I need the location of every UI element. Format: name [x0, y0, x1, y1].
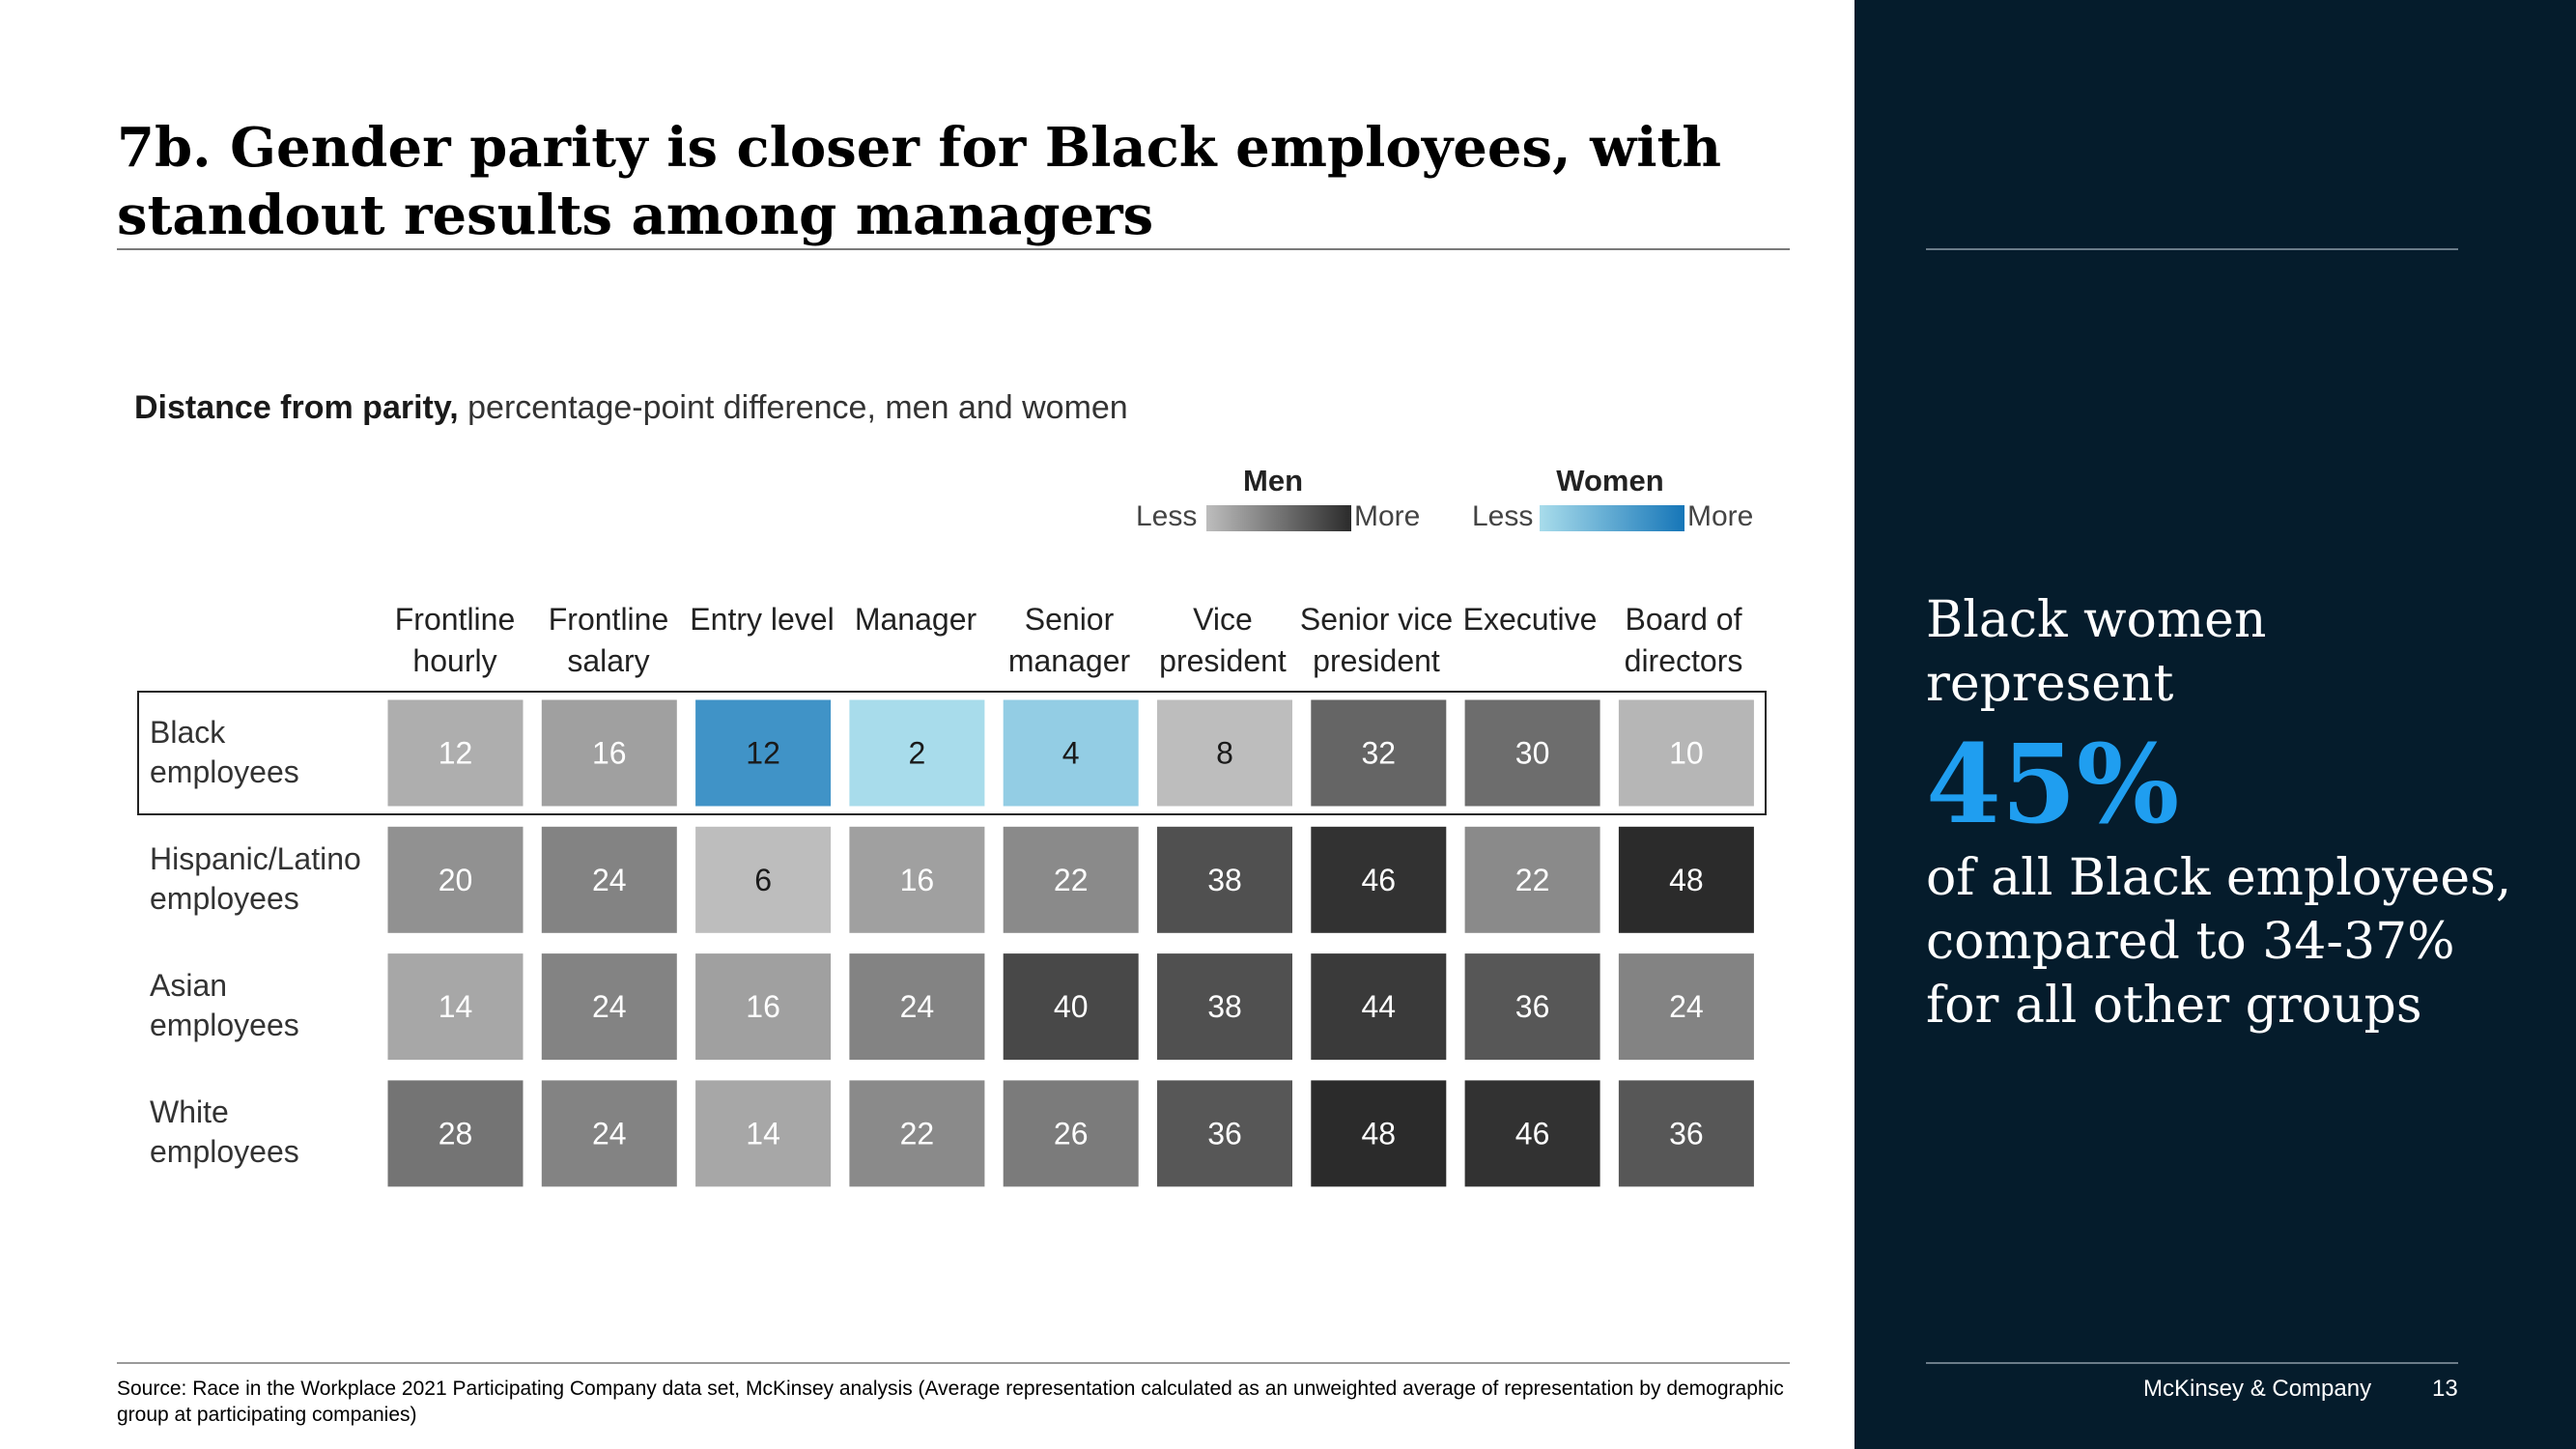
heatmap-value-label: 46 — [1515, 1116, 1550, 1151]
col-header-senior-manager: Senior manager — [1007, 602, 1131, 678]
heatmap-value-label: 24 — [1669, 989, 1704, 1024]
col-header-manager: Manager — [854, 602, 977, 637]
heatmap-cell — [1617, 1079, 1755, 1188]
heatmap-cell — [848, 825, 986, 934]
heatmap-value-label: 20 — [439, 863, 473, 897]
heatmap-value-label: 40 — [1054, 989, 1089, 1024]
callout-panel — [1854, 0, 2576, 1449]
heatmap-value-label: 38 — [1207, 863, 1242, 897]
heatmap-cell — [1002, 952, 1140, 1062]
heatmap-value-label: 14 — [746, 1116, 780, 1151]
subtitle-bold: Distance from parity, — [134, 389, 459, 426]
heatmap-value-label: 24 — [592, 863, 627, 897]
heatmap-cell — [848, 952, 986, 1062]
heatmap-cell — [1156, 952, 1293, 1062]
panel-bottom-rule — [1926, 1362, 2458, 1364]
legend-men-title: Men — [1243, 464, 1303, 497]
col-header-frontline-salary: Frontline salary — [548, 602, 669, 678]
heatmap-value-label: 36 — [1669, 1116, 1704, 1151]
heatmap-cell — [1002, 825, 1140, 934]
legend-men-less: Less — [1136, 500, 1198, 532]
title-divider — [117, 248, 1790, 250]
row-label-asian: Asian employees — [150, 968, 299, 1042]
heatmap-value-label: 46 — [1362, 863, 1397, 897]
subtitle-rest: percentage-point difference, men and wom… — [458, 389, 1128, 426]
legend-women-title: Women — [1556, 464, 1664, 497]
heatmap-value-label: 36 — [1207, 1116, 1242, 1151]
heatmap-cell — [386, 825, 524, 934]
heatmap-cell — [1463, 952, 1601, 1062]
heatmap-value-label: 16 — [746, 989, 780, 1024]
col-header-vice-president: Vice president — [1159, 602, 1287, 678]
heatmap-cell — [1463, 825, 1601, 934]
heatmap-cell — [1310, 952, 1448, 1062]
heatmap-value-label: 44 — [1362, 989, 1397, 1024]
heatmap-cell — [694, 952, 833, 1062]
callout-big-stat: 45% — [1926, 722, 2180, 848]
heatmap-cell — [694, 1079, 833, 1188]
heatmap-cell — [540, 1079, 678, 1188]
legend-women-more: More — [1687, 500, 1754, 532]
heatmap-value-label: 24 — [900, 989, 935, 1024]
heatmap-cell — [848, 1079, 986, 1188]
heatmap-cell — [1002, 1079, 1140, 1188]
heatmap-cell — [1310, 825, 1448, 934]
heatmap-cell — [1310, 1079, 1448, 1188]
callout-line-3: of all Black employees, — [1926, 849, 2512, 907]
heatmap-value-label: 24 — [592, 1116, 627, 1151]
heatmap-cell — [540, 825, 678, 934]
heatmap-value-label: 26 — [1054, 1116, 1089, 1151]
heatmap-value-label: 14 — [439, 989, 473, 1024]
legend-women-gradient — [1540, 505, 1684, 531]
heatmap-value-label: 6 — [754, 863, 772, 897]
panel-top-rule — [1926, 248, 2458, 250]
heatmap-value-label: 24 — [592, 989, 627, 1024]
heatmap-cell — [1156, 1079, 1293, 1188]
legend-women-less: Less — [1472, 500, 1534, 532]
black-employees-highlight-box — [137, 691, 1767, 815]
callout-line-1: Black women — [1926, 591, 2267, 649]
legend-men-more: More — [1354, 500, 1421, 532]
heatmap-cell — [386, 952, 524, 1062]
heatmap-value-label: 16 — [900, 863, 935, 897]
heatmap-cell — [1617, 825, 1755, 934]
col-header-board-of-directors: Board of directors — [1624, 602, 1743, 678]
heatmap-value-label: 36 — [1515, 989, 1550, 1024]
col-header-senior-vice-president: Senior vice president — [1299, 602, 1454, 678]
heatmap-value-label: 22 — [1515, 863, 1550, 897]
legend-men-gradient — [1206, 505, 1351, 531]
col-header-executive: Executive — [1462, 602, 1598, 637]
heatmap-cell — [1617, 952, 1755, 1062]
slide-title: 7b. Gender parity is closer for Black em… — [117, 116, 1722, 247]
heatmap-cell — [694, 825, 833, 934]
source-divider — [117, 1362, 1790, 1364]
heatmap-value-label: 22 — [1054, 863, 1089, 897]
heatmap-value-label: 28 — [439, 1116, 473, 1151]
row-label-white: White employees — [150, 1094, 299, 1169]
heatmap-value-label: 38 — [1207, 989, 1242, 1024]
callout-line-2: represent — [1926, 655, 2174, 713]
col-header-entry-level: Entry level — [690, 602, 835, 637]
row-label-hispanic-latino: Hispanic/Latino employees — [150, 841, 361, 916]
callout-line-4: compared to 34-37% — [1926, 913, 2455, 971]
heatmap-value-label: 48 — [1669, 863, 1704, 897]
heatmap-cell — [540, 952, 678, 1062]
heatmap-cell — [1463, 1079, 1601, 1188]
heatmap-value-label: 22 — [900, 1116, 935, 1151]
chart-subtitle: Distance from parity, percentage-point d… — [134, 389, 1128, 427]
footer-page-number: 13 — [2432, 1376, 2458, 1402]
col-header-frontline-hourly: Frontline hourly — [394, 602, 516, 678]
source-note: Source: Race in the Workplace 2021 Parti… — [117, 1378, 1784, 1426]
heatmap-cell — [386, 1079, 524, 1188]
heatmap-cell — [1156, 825, 1293, 934]
callout-line-5: for all other groups — [1926, 977, 2422, 1035]
footer-company: McKinsey & Company — [2143, 1376, 2372, 1402]
row-label-black: Black employees — [150, 715, 299, 789]
heatmap-value-label: 48 — [1362, 1116, 1397, 1151]
